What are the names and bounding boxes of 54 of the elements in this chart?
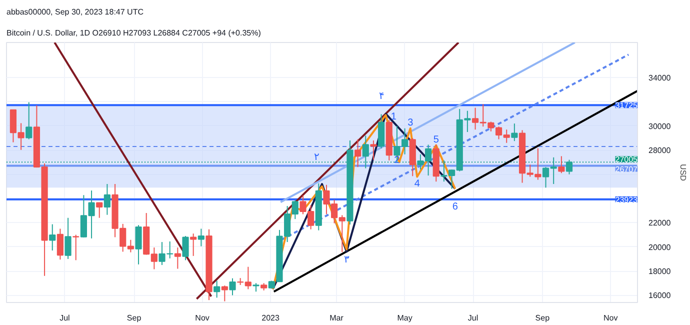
y-tick-label: 16000 bbox=[648, 291, 672, 300]
candlestick bbox=[221, 285, 228, 302]
candlestick bbox=[174, 246, 181, 270]
annotation: ۴ bbox=[378, 91, 384, 102]
candlestick bbox=[26, 102, 32, 140]
candlestick bbox=[96, 202, 103, 218]
candlestick bbox=[370, 140, 377, 160]
candlestick bbox=[558, 156, 565, 174]
candlestick bbox=[198, 228, 204, 247]
annotation: ۲ bbox=[314, 152, 319, 163]
candlestick bbox=[362, 135, 369, 169]
x-tick-label: Nov bbox=[195, 314, 210, 322]
chart-subtitle: abbas00000, Sep 30, 2023 18:47 UTC bbox=[6, 8, 144, 16]
candlestick bbox=[354, 138, 362, 168]
x-tick-label: Sep bbox=[126, 314, 142, 322]
x-tick-label: Jul bbox=[60, 314, 70, 322]
y-axis-title: USD bbox=[678, 164, 688, 182]
candlestick bbox=[56, 228, 64, 260]
candlestick bbox=[378, 114, 385, 149]
annotation: 4 bbox=[414, 178, 420, 190]
y-tick-label: 20000 bbox=[648, 242, 672, 252]
x-tick-label: Mar bbox=[330, 314, 344, 322]
candlestick bbox=[190, 233, 197, 256]
candlestick bbox=[566, 159, 573, 175]
x-tick-label: Jul bbox=[468, 314, 478, 322]
y-tick-label: 18000 bbox=[648, 267, 672, 276]
y-tick-label: 28000 bbox=[648, 146, 672, 156]
candlestick bbox=[214, 280, 220, 298]
candlestick bbox=[49, 224, 56, 251]
annotation: 3 bbox=[408, 117, 414, 128]
x-tick-label: May bbox=[397, 314, 412, 322]
candlestick bbox=[104, 183, 110, 216]
annotation: 6 bbox=[452, 201, 458, 212]
candlestick bbox=[64, 217, 72, 260]
candlestick bbox=[229, 278, 236, 296]
chart-title: Bitcoin / U.S. Dollar, 1D O26910 H27093 L26884 C27005 +94 (+0.35%) bbox=[6, 28, 262, 38]
x-tick-label: Nov bbox=[604, 314, 618, 322]
x-tick-label: Sep bbox=[535, 314, 550, 322]
ref-line-label: 27005 bbox=[615, 155, 638, 164]
candlestick bbox=[511, 123, 518, 142]
ref-line-label: 26707 bbox=[615, 164, 638, 174]
candlestick bbox=[182, 235, 189, 261]
candlestick bbox=[72, 234, 80, 261]
annotation: ۳ bbox=[344, 254, 350, 266]
annotation: 1 bbox=[390, 111, 397, 122]
x-tick-label: 2023 bbox=[262, 314, 280, 322]
y-tick-label: 34000 bbox=[648, 74, 672, 83]
ref-line-label: 31725 bbox=[615, 101, 638, 110]
y-tick-label: 22000 bbox=[648, 218, 672, 228]
annotation: 2 bbox=[394, 154, 400, 166]
ref-line-label: 23923 bbox=[615, 195, 638, 204]
y-tick-label: 30000 bbox=[648, 122, 672, 131]
candlestick bbox=[135, 224, 142, 265]
annotation: 5 bbox=[433, 134, 440, 146]
